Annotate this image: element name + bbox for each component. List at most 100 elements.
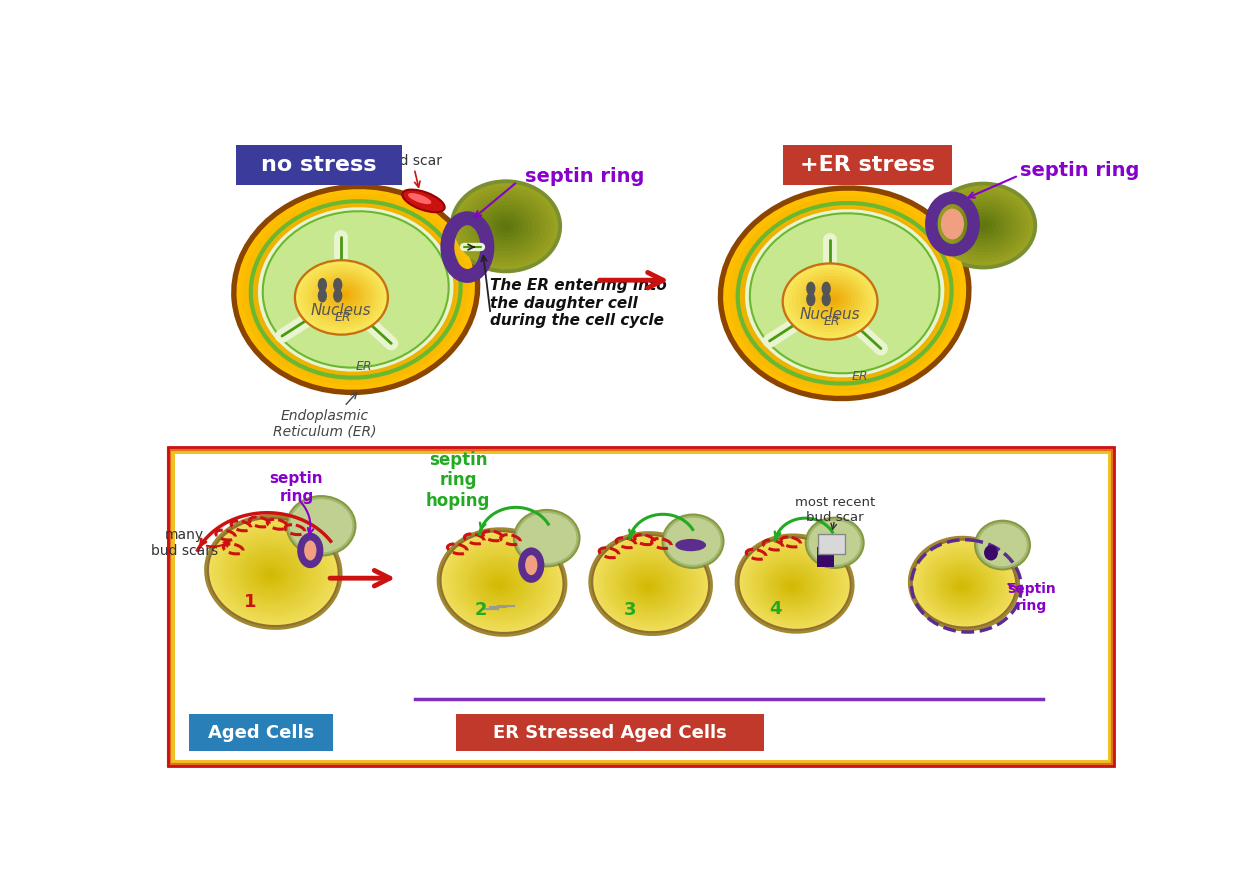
Ellipse shape — [750, 214, 940, 373]
Ellipse shape — [775, 240, 909, 352]
Ellipse shape — [735, 534, 855, 634]
Ellipse shape — [484, 208, 528, 244]
Ellipse shape — [516, 512, 578, 564]
Ellipse shape — [204, 514, 342, 630]
Ellipse shape — [440, 531, 564, 633]
Ellipse shape — [224, 532, 321, 613]
Text: Nucleus: Nucleus — [800, 307, 860, 322]
Ellipse shape — [489, 212, 524, 241]
Ellipse shape — [292, 242, 412, 343]
Ellipse shape — [491, 578, 508, 591]
Ellipse shape — [918, 546, 1010, 623]
Ellipse shape — [512, 509, 580, 568]
Text: ER Stressed Aged Cells: ER Stressed Aged Cells — [492, 724, 726, 742]
Ellipse shape — [312, 272, 372, 320]
Ellipse shape — [815, 277, 864, 319]
Ellipse shape — [318, 289, 328, 303]
Ellipse shape — [796, 273, 865, 329]
Ellipse shape — [466, 555, 535, 612]
FancyBboxPatch shape — [782, 145, 952, 185]
Ellipse shape — [784, 264, 876, 338]
Ellipse shape — [602, 545, 698, 623]
Ellipse shape — [610, 551, 690, 618]
Ellipse shape — [626, 568, 671, 603]
FancyBboxPatch shape — [456, 714, 764, 752]
Ellipse shape — [288, 237, 419, 347]
Ellipse shape — [779, 575, 806, 597]
Ellipse shape — [908, 535, 1020, 631]
Ellipse shape — [825, 293, 840, 305]
Ellipse shape — [481, 569, 519, 600]
Ellipse shape — [329, 283, 359, 308]
Ellipse shape — [644, 583, 651, 589]
Ellipse shape — [286, 495, 356, 556]
Text: ER: ER — [335, 310, 351, 324]
Ellipse shape — [262, 568, 279, 582]
Ellipse shape — [318, 278, 328, 292]
Ellipse shape — [958, 583, 965, 589]
Ellipse shape — [612, 555, 686, 615]
Ellipse shape — [462, 551, 539, 615]
Text: 3: 3 — [624, 602, 636, 619]
Ellipse shape — [788, 268, 872, 335]
Text: most recent
bud scar: most recent bud scar — [795, 496, 875, 524]
Ellipse shape — [821, 290, 844, 309]
Ellipse shape — [735, 201, 954, 386]
Ellipse shape — [966, 212, 1000, 239]
Ellipse shape — [781, 577, 802, 595]
Ellipse shape — [320, 278, 365, 314]
Ellipse shape — [941, 192, 1025, 259]
Ellipse shape — [832, 294, 845, 304]
Ellipse shape — [930, 557, 995, 612]
Ellipse shape — [220, 528, 326, 617]
Ellipse shape — [458, 187, 554, 266]
Ellipse shape — [262, 211, 449, 368]
Ellipse shape — [259, 564, 282, 584]
Ellipse shape — [949, 575, 975, 596]
Ellipse shape — [786, 250, 896, 343]
Ellipse shape — [402, 189, 445, 212]
Ellipse shape — [806, 282, 815, 296]
Ellipse shape — [484, 572, 515, 597]
Ellipse shape — [942, 569, 981, 602]
Ellipse shape — [235, 543, 309, 603]
Ellipse shape — [665, 516, 721, 566]
Ellipse shape — [630, 570, 666, 601]
Ellipse shape — [792, 256, 890, 338]
Ellipse shape — [810, 272, 870, 324]
Ellipse shape — [765, 562, 821, 609]
Ellipse shape — [979, 222, 988, 228]
Text: ER: ER — [851, 370, 869, 383]
Ellipse shape — [495, 582, 502, 588]
Ellipse shape — [324, 281, 362, 310]
Ellipse shape — [724, 191, 966, 396]
Ellipse shape — [231, 184, 480, 395]
Ellipse shape — [804, 267, 876, 329]
Ellipse shape — [525, 555, 538, 576]
Ellipse shape — [769, 565, 818, 605]
Ellipse shape — [216, 525, 330, 620]
Ellipse shape — [761, 559, 825, 611]
Text: +ER stress: +ER stress — [800, 154, 935, 174]
Ellipse shape — [599, 542, 701, 626]
Ellipse shape — [310, 258, 394, 329]
Ellipse shape — [745, 209, 944, 378]
Ellipse shape — [492, 215, 519, 237]
Ellipse shape — [929, 181, 1038, 269]
Ellipse shape — [829, 296, 836, 302]
Ellipse shape — [821, 292, 831, 306]
Ellipse shape — [281, 232, 425, 352]
Text: Nucleus: Nucleus — [311, 303, 371, 317]
Text: 2: 2 — [474, 601, 486, 619]
Ellipse shape — [741, 541, 848, 627]
Ellipse shape — [729, 196, 960, 391]
Ellipse shape — [808, 520, 861, 566]
Ellipse shape — [334, 289, 342, 303]
Ellipse shape — [300, 264, 384, 330]
Ellipse shape — [921, 548, 1006, 620]
Ellipse shape — [255, 561, 288, 588]
Text: Aged Cells: Aged Cells — [208, 724, 314, 742]
Ellipse shape — [638, 577, 659, 596]
Text: many
bud scars: many bud scars — [151, 528, 219, 558]
Text: 4: 4 — [769, 600, 781, 618]
